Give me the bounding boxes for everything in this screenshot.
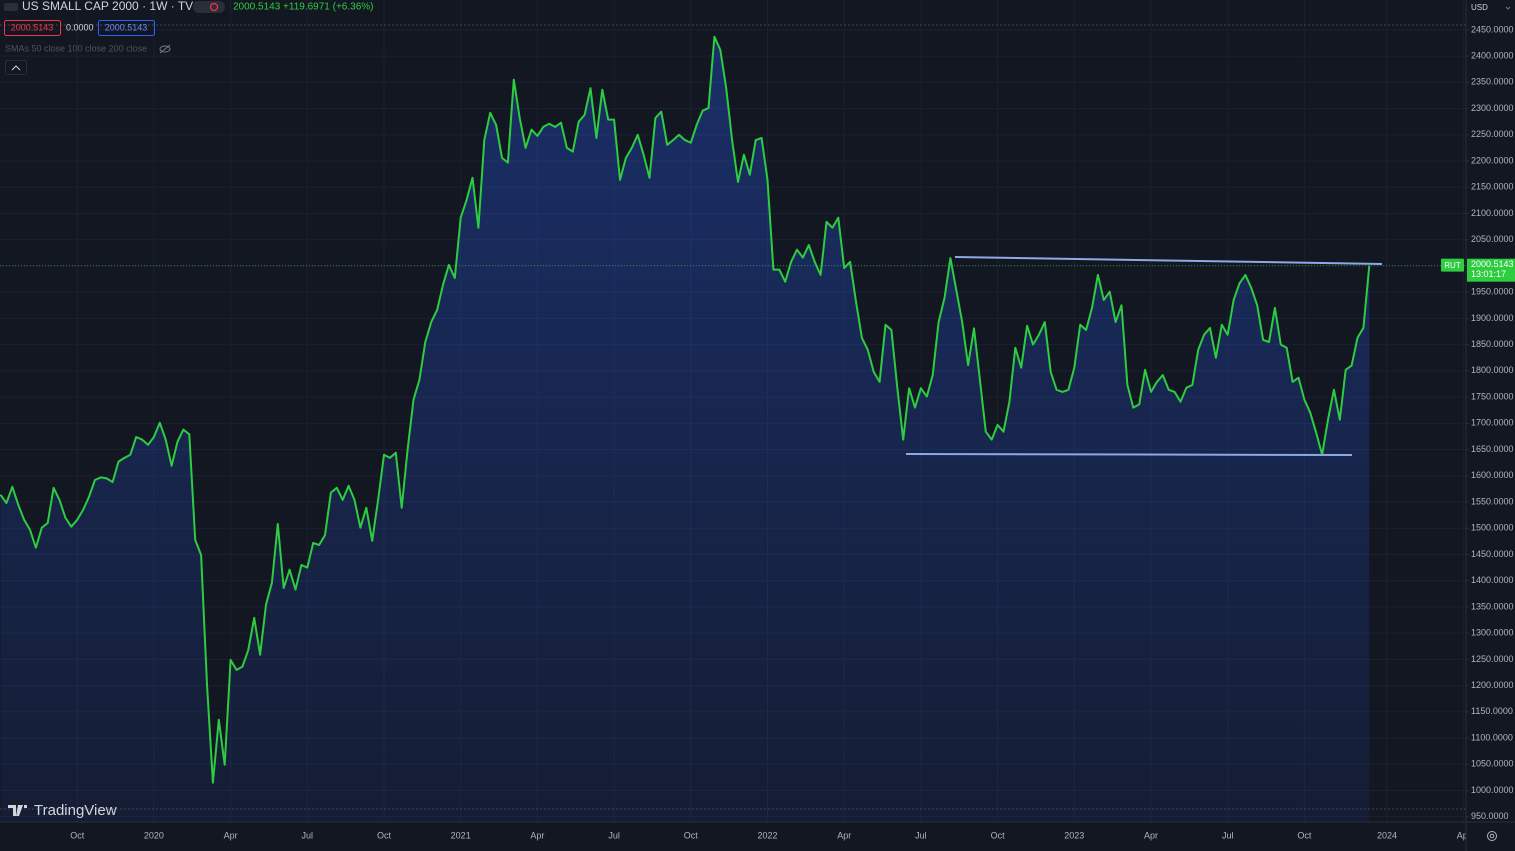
y-tick-label: 1000.0000: [1471, 785, 1514, 795]
x-tick-label: Oct: [70, 830, 85, 840]
x-tick-label: Jul: [1222, 830, 1234, 840]
symbol-tag-box: [1441, 258, 1464, 272]
y-tick-label: 2300.0000: [1471, 103, 1514, 113]
currency-box[interactable]: [1467, 0, 1515, 15]
y-tick-label: 1950.0000: [1471, 287, 1514, 297]
trend-line-lower[interactable]: [905, 453, 1353, 456]
y-tick-label: 1650.0000: [1471, 444, 1514, 454]
y-tick-label: 1550.0000: [1471, 496, 1514, 506]
price-tag-box: [1467, 258, 1515, 282]
x-tick-label: 2021: [451, 830, 471, 840]
y-tick-label: 2050.0000: [1471, 234, 1514, 244]
y-tick-label: 2150.0000: [1471, 182, 1514, 192]
area-fill: [0, 36, 1370, 822]
y-tick-label: 1250.0000: [1471, 654, 1514, 664]
collapse-caret: [11, 65, 21, 71]
currency-caret: [1505, 6, 1511, 10]
x-tick-label: Apr: [1457, 830, 1471, 840]
x-tick-label: Apr: [1144, 830, 1158, 840]
y-tick-label: 2400.0000: [1471, 51, 1514, 61]
spread: 0.0000: [66, 22, 94, 32]
y-tick-label: 1300.0000: [1471, 628, 1514, 638]
y-tick-label: 950.0000: [1471, 811, 1509, 821]
y-tick-label: 1700.0000: [1471, 418, 1514, 428]
sell-price[interactable]: 2000.5143: [11, 22, 54, 32]
x-tick-label: Jul: [608, 830, 620, 840]
y-tick-label: 1400.0000: [1471, 575, 1514, 585]
y-tick-label: 1750.0000: [1471, 391, 1514, 401]
price-line: [0, 35, 1371, 784]
x-tick-label: 2020: [144, 830, 164, 840]
y-tick-label: 1800.0000: [1471, 365, 1514, 375]
collapse-button[interactable]: [5, 60, 27, 75]
y-tick-label: 2350.0000: [1471, 77, 1514, 87]
x-tick-label: 2024: [1377, 830, 1397, 840]
buy-price[interactable]: 2000.5143: [105, 22, 148, 32]
price-change: 2000.5143 +119.6971 (+6.36%): [233, 2, 374, 13]
plot: [0, 35, 1371, 822]
settings-icon[interactable]: [1487, 831, 1497, 841]
y-tick-label: 1600.0000: [1471, 470, 1514, 480]
y-tick-label: 1050.0000: [1471, 759, 1514, 769]
indicator-label[interactable]: SMAs 50 close 100 close 200 close: [5, 43, 147, 53]
hide-icon[interactable]: [159, 44, 171, 54]
y-tick-label: 1200.0000: [1471, 680, 1514, 690]
y-tick-label: 1900.0000: [1471, 313, 1514, 323]
y-tick-label: 1450.0000: [1471, 549, 1514, 559]
symbol-tag: RUT: [1444, 261, 1461, 270]
x-tick-label: Jul: [302, 830, 314, 840]
y-tick-label: 1150.0000: [1471, 706, 1513, 716]
x-tick-label: Apr: [837, 830, 851, 840]
buy-box[interactable]: [98, 20, 155, 36]
x-tick-label: Oct: [684, 830, 699, 840]
legend-header: US SMALL CAP 2000 · 1W · TVC 2000.5143 +…: [4, 0, 374, 75]
y-tick-label: 1100.0000: [1471, 732, 1513, 742]
price-tag-value: 2000.5143: [1471, 259, 1514, 269]
countdown: 13:01:17: [1471, 269, 1506, 279]
y-tick-label: 2200.0000: [1471, 155, 1514, 165]
logo-mark: [8, 805, 27, 816]
currency[interactable]: USD: [1471, 3, 1488, 12]
sell-box[interactable]: [4, 20, 61, 36]
x-tick-label: 2023: [1064, 830, 1084, 840]
status-pill[interactable]: [193, 1, 225, 13]
symbol-title[interactable]: US SMALL CAP 2000 · 1W · TVC: [22, 0, 202, 13]
trend-line-upper[interactable]: [954, 256, 1383, 265]
logo: TradingView: [8, 802, 117, 819]
market-status: [209, 2, 219, 12]
y-tick-label: 2250.0000: [1471, 129, 1514, 139]
y-tick-label: 1850.0000: [1471, 339, 1514, 349]
x-tick-label: Oct: [1297, 830, 1312, 840]
x-axis: Oct 2020 Apr Jul Oct 2021 Apr Jul Oct 2022 Apr Jul O…: [70, 830, 1471, 840]
x-tick-label: Oct: [991, 830, 1006, 840]
y-tick-label: 2450.0000: [1471, 24, 1514, 34]
y-axis: 950.0000 1000.0000 1050.0000 1100.0000 1150.…: [1466, 24, 1514, 821]
x-tick-label: Apr: [224, 830, 238, 840]
x-tick-label: 2022: [757, 830, 777, 840]
y-tick-label: 1350.0000: [1471, 601, 1514, 611]
symbol-icon: [4, 3, 18, 11]
y-tick-label: 2100.0000: [1471, 208, 1514, 218]
x-tick-label: Jul: [915, 830, 927, 840]
y-tick-label: 1500.0000: [1471, 523, 1514, 533]
x-tick-label: Oct: [377, 830, 392, 840]
logo-text: TradingView: [34, 802, 117, 819]
x-tick-label: Apr: [530, 830, 544, 840]
